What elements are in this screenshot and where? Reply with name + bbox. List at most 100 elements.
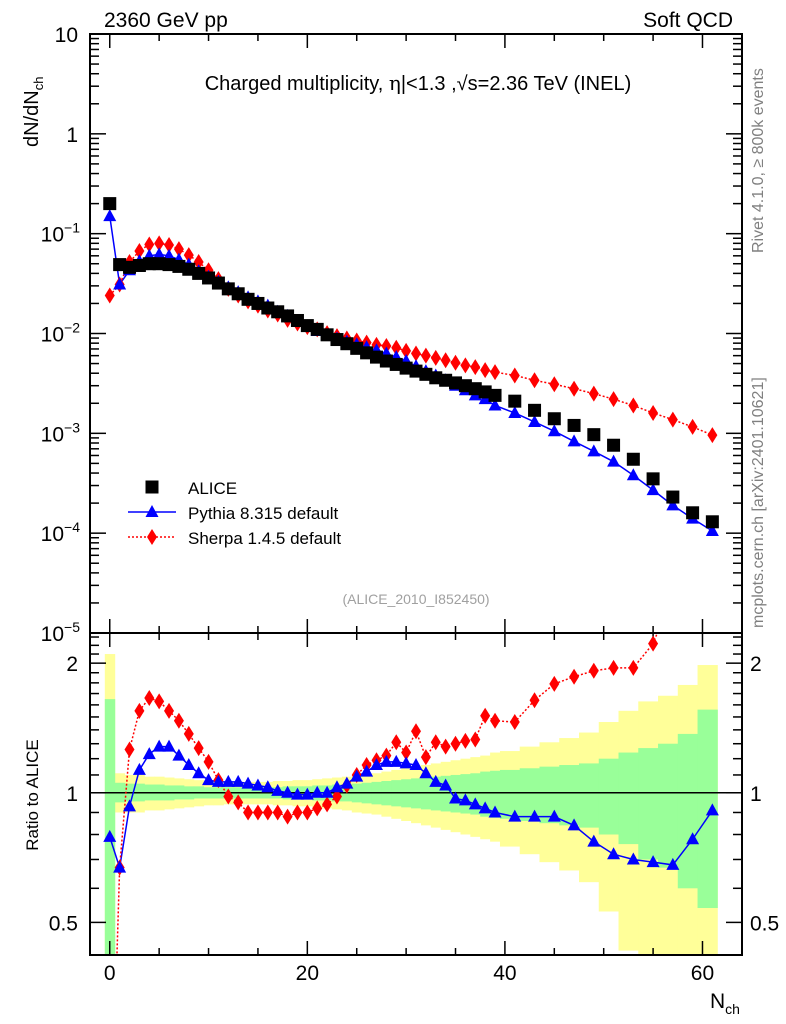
ratio-point-triangle [172, 748, 186, 761]
ratio-point-triangle [251, 778, 265, 791]
data-point-diamond [411, 345, 421, 362]
ratio-point-diamond [233, 794, 244, 811]
chart-title: Charged multiplicity, η|<1.3 ,√s=2.36 Te… [205, 71, 632, 95]
data-point-square [290, 313, 304, 327]
ratio-point-diamond [144, 690, 155, 707]
ratio-point-diamond [331, 788, 342, 805]
data-point-triangle [508, 405, 522, 418]
band-inner-bin [598, 758, 620, 835]
ratio-point-diamond [490, 712, 501, 729]
ratio-point-triangle [320, 785, 334, 798]
ratio-point-triangle [152, 739, 166, 752]
ratio-point-diamond [272, 804, 283, 821]
ratio-point-triangle [547, 809, 561, 822]
y-tick-label: 10 [55, 24, 78, 47]
ratio-point-diamond [460, 732, 471, 749]
ratio-point-triangle [113, 860, 127, 873]
band-inner-bin [539, 766, 560, 824]
data-point-square [103, 197, 117, 211]
data-point-square [162, 258, 176, 272]
band-inner-bin [104, 699, 116, 955]
ratio-point-triangle [458, 793, 472, 806]
tick-labels: 10 1 10−1 10−2 10−3 10−4 10−5 2 2 1 1 0.5 0.5 0 20 40 60 [41, 24, 780, 985]
ratio-point-diamond [173, 712, 184, 729]
ratio-point-triangle [103, 829, 117, 842]
data-point-triangle [626, 468, 640, 481]
data-point-diamond [707, 427, 718, 444]
data-point-diamond [193, 254, 204, 271]
ratio-point-triangle [528, 809, 542, 822]
ratio-point-triangle [508, 809, 522, 822]
data-point-square [508, 394, 522, 408]
legend-label: ALICE [188, 479, 237, 498]
data-point-square [271, 305, 285, 319]
ratio-point-diamond [154, 693, 165, 710]
y-tick-label: 10−2 [41, 320, 81, 347]
ratio-point-diamond [529, 692, 540, 709]
axis-ticks [90, 33, 742, 955]
data-point-diamond [608, 391, 619, 408]
data-point-diamond [430, 349, 441, 366]
data-point-diamond [450, 354, 461, 371]
ratio-point-diamond [569, 668, 580, 685]
x-tick-label: 60 [691, 962, 714, 985]
band-inner-bin [697, 709, 718, 909]
ratio-point-triangle [132, 762, 146, 775]
ratio-point-triangle [686, 832, 700, 845]
data-point-square [478, 385, 492, 399]
main-ylabel: dN/dNch [21, 77, 46, 147]
y-tick-label: 10−3 [41, 419, 81, 446]
ratio-point-triangle [587, 834, 601, 847]
mcplots-label: mcplots.cern.ch [arXiv:2401.10621] [750, 377, 767, 628]
data-point-triangle [113, 277, 127, 290]
x-tick-label: 0 [104, 962, 116, 985]
ratio-point-diamond [312, 800, 323, 817]
data-point-square [221, 282, 235, 296]
data-point-diamond [460, 357, 471, 374]
ratio-point-diamond [282, 808, 293, 825]
data-point-square [300, 319, 314, 333]
ratio-y-tick-label-left: 0.5 [49, 912, 78, 935]
ratio-point-triangle [488, 805, 502, 818]
data-point-square [369, 350, 383, 364]
data-point-square [241, 292, 255, 306]
ratio-point-diamond [243, 804, 254, 821]
band-inner-bin [519, 768, 540, 821]
ratio-point-diamond [470, 731, 481, 748]
data-point-triangle [488, 398, 502, 411]
data-point-triangle [666, 498, 680, 511]
data-point-square [231, 287, 245, 301]
ratio-point-triangle [429, 774, 443, 787]
x-tick-label: 20 [296, 962, 319, 985]
data-point-square [458, 379, 472, 393]
data-point-square [626, 452, 640, 466]
data-point-diamond [569, 380, 580, 397]
ratio-point-diamond [401, 744, 412, 761]
data-point-square [379, 354, 393, 368]
legend-marker-triangle [145, 505, 159, 517]
legend-label: Pythia 8.315 default [188, 504, 339, 523]
x-tick-label: 40 [493, 962, 516, 985]
ratio-point-triangle [626, 852, 640, 865]
data-point-diamond [164, 236, 175, 253]
data-point-square [528, 403, 542, 417]
data-point-square [152, 257, 166, 271]
ratio-point-triangle [202, 773, 216, 786]
main-series [103, 197, 719, 537]
data-point-square [350, 341, 364, 355]
data-point-diamond [183, 247, 194, 264]
y-tick-label: 10−5 [41, 619, 81, 646]
data-point-triangle [103, 209, 117, 222]
data-point-diamond [134, 243, 145, 260]
ratio-point-triangle [567, 818, 581, 831]
ratio-series [103, 633, 719, 955]
data-point-diamond [687, 418, 698, 435]
rivet-label: Rivet 4.1.0, ≥ 800k events [750, 68, 767, 253]
ratio-point-triangle [162, 739, 176, 752]
ratio-y-tick-label-left: 2 [66, 653, 78, 676]
data-point-square [468, 382, 482, 396]
ratio-point-triangle [231, 774, 245, 787]
data-point-square [132, 258, 146, 272]
ratio-point-triangle [241, 776, 255, 789]
band-inner-bin [440, 775, 452, 812]
